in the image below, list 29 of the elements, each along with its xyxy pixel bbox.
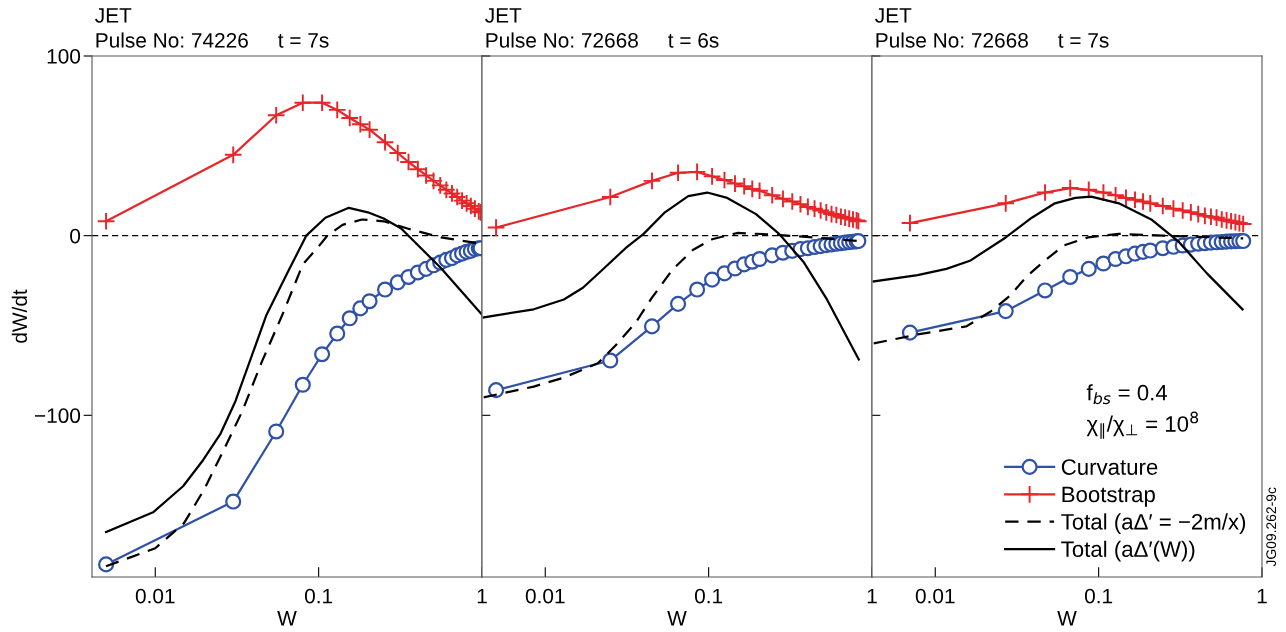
y-tick-label: 100 xyxy=(47,49,81,64)
y-tick-label: 0 xyxy=(70,228,81,244)
annotation: χ$_{∥}$/χ$_{⊥}$ = 10$^{8}$ xyxy=(1086,411,1199,439)
chart-subtitle: Pulse No: 72668 t = 6s xyxy=(486,32,719,48)
x-axis-title: W xyxy=(667,611,687,626)
legend-label: Curvature xyxy=(1061,459,1158,475)
x-tick-label: 1 xyxy=(867,588,877,604)
chart-title: JET xyxy=(485,8,522,23)
chart-title: JET xyxy=(95,8,132,23)
annotation: f$_{bs}$ = 0.4 xyxy=(1086,384,1168,405)
chart-subtitle: Pulse No: 74226 t = 7s xyxy=(96,32,329,48)
x-tick-label: 0.1 xyxy=(694,588,723,604)
x-tick-label: 0.1 xyxy=(1084,588,1113,604)
x-axis-title: W xyxy=(277,611,297,626)
legend-label: Total (aΔ′(W)) xyxy=(1061,540,1195,562)
chart-title: JET xyxy=(875,8,912,23)
y-axis-title: dW/dt xyxy=(11,289,28,343)
x-tick-label: 0.1 xyxy=(304,588,333,604)
legend-label: Total (aΔ′ = −2m/x) xyxy=(1061,513,1246,535)
chart-subtitle: Pulse No: 72668 t = 7s xyxy=(876,32,1109,48)
legend-label: Bootstrap xyxy=(1062,486,1155,507)
y-tick-label: −100 xyxy=(34,408,81,424)
x-tick-label: 1 xyxy=(477,588,487,604)
x-tick-label: 0.01 xyxy=(525,588,565,604)
x-axis-title: W xyxy=(1057,611,1077,626)
x-tick-label: 1 xyxy=(1257,588,1267,604)
text: JG09.262-9c xyxy=(1266,487,1277,567)
x-tick-label: 0.01 xyxy=(915,588,955,604)
x-tick-label: 0.01 xyxy=(135,588,175,604)
